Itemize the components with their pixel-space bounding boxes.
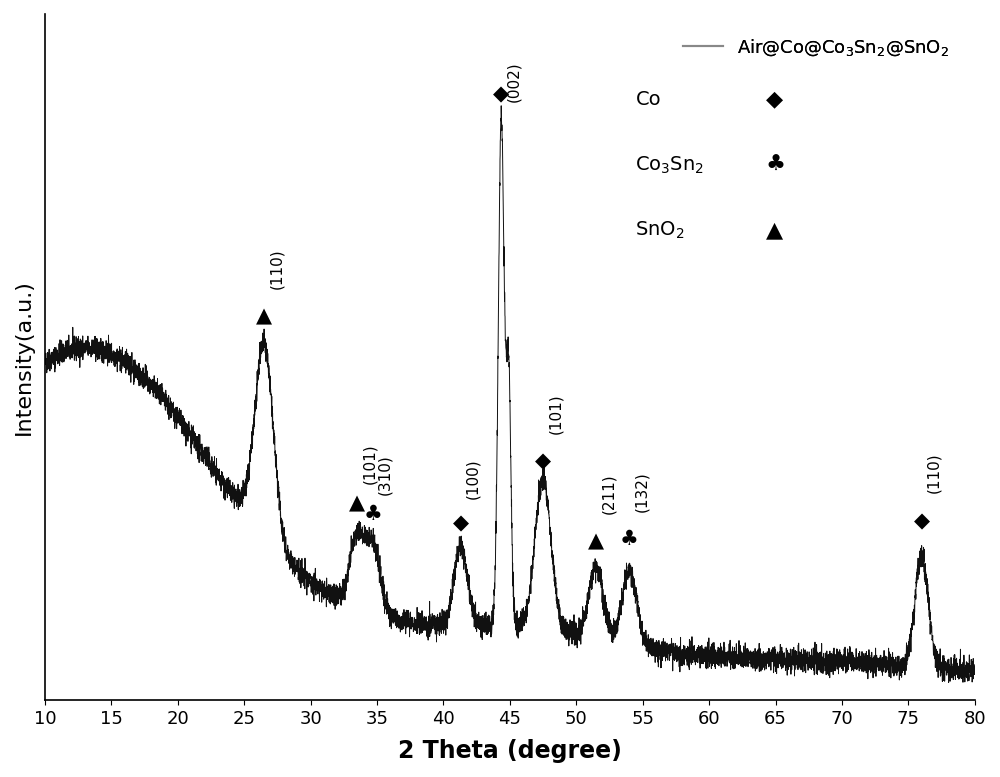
Text: Co$_3$Sn$_2$: Co$_3$Sn$_2$	[635, 155, 705, 176]
Y-axis label: Intensity(a.u.): Intensity(a.u.)	[14, 279, 34, 435]
Text: (101): (101)	[362, 444, 377, 484]
Text: (100): (100)	[465, 458, 480, 499]
Text: ▲: ▲	[256, 306, 272, 326]
Text: (110): (110)	[269, 248, 284, 288]
Text: ◆: ◆	[914, 511, 930, 531]
X-axis label: 2 Theta (degree): 2 Theta (degree)	[398, 739, 622, 763]
Text: ◆: ◆	[535, 451, 551, 472]
Legend: Air@Co@Co$_3$Sn$_2$@SnO$_2$: Air@Co@Co$_3$Sn$_2$@SnO$_2$	[676, 30, 956, 64]
Text: ▲: ▲	[588, 531, 604, 552]
Text: Co: Co	[635, 90, 661, 110]
Text: ◆: ◆	[453, 514, 469, 534]
Text: ▲: ▲	[766, 220, 783, 240]
Text: ▲: ▲	[349, 493, 365, 514]
Text: ◆: ◆	[493, 85, 509, 105]
Text: ◆: ◆	[766, 89, 783, 110]
Text: SnO$_2$: SnO$_2$	[635, 219, 685, 241]
Text: (110): (110)	[926, 453, 941, 493]
Text: (101): (101)	[548, 393, 563, 434]
Text: ♣: ♣	[364, 504, 382, 524]
Text: (002): (002)	[506, 61, 521, 102]
Text: ♣: ♣	[766, 155, 786, 175]
Text: (132): (132)	[634, 471, 649, 512]
Text: (211): (211)	[601, 473, 616, 514]
Text: (310): (310)	[378, 454, 393, 495]
Text: ♣: ♣	[620, 529, 639, 549]
